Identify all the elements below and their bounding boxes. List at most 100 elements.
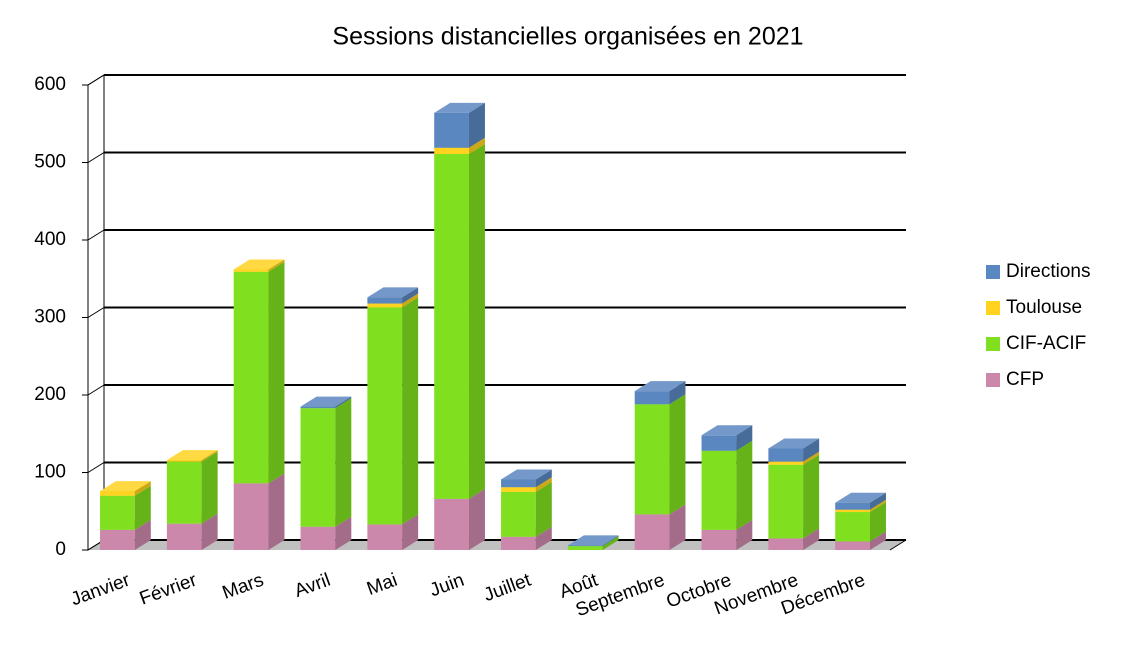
bar-side-shade: [669, 394, 686, 515]
bar: [100, 495, 135, 530]
y-tick-label: 100: [34, 462, 66, 483]
bar: [835, 541, 870, 550]
bar: [300, 526, 336, 550]
bar-side-shade: [803, 451, 820, 465]
x-tick-label: Juillet: [481, 569, 535, 606]
bar-side: [134, 481, 151, 496]
bar-side-shade: [335, 396, 352, 409]
legend-label: Toulouse: [1006, 297, 1082, 318]
bar-top-shade: [768, 438, 820, 449]
bar: [701, 529, 737, 550]
bar-top-shade: [100, 481, 151, 492]
bar-side: [535, 481, 552, 537]
bar-side: [803, 438, 820, 462]
bar-side: [869, 492, 886, 510]
bar-side: [468, 137, 485, 154]
bar-side: [134, 519, 151, 550]
x-axis: [889, 539, 907, 551]
bar-side-shade: [402, 514, 419, 550]
bar: [567, 546, 603, 550]
bar: [367, 524, 403, 550]
bar-side-shade: [602, 535, 619, 547]
bar: [233, 271, 269, 484]
bar-top-shade: [166, 450, 218, 461]
bar-side: [736, 425, 753, 451]
legend-label: Directions: [1006, 261, 1090, 282]
bar: [100, 529, 135, 550]
grid-line-side: [87, 74, 105, 86]
bar-top-shade: [567, 535, 619, 546]
x-tick-label: Mai: [364, 570, 400, 600]
bar-side-shade: [803, 454, 820, 539]
bar-side-shade: [602, 536, 619, 550]
bar-top-shade: [501, 469, 552, 480]
bar-side-shade: [535, 477, 552, 492]
bar-side-shade: [669, 504, 686, 550]
y-tick-label: 0: [55, 539, 66, 560]
bar-side-shade: [134, 485, 151, 530]
bar: [835, 512, 870, 542]
bar-side-shade: [201, 451, 218, 524]
bar-side: [335, 516, 352, 550]
y-tick-label: 200: [34, 384, 66, 405]
bar-side-shade: [402, 293, 419, 308]
bar-side-shade: [736, 519, 753, 550]
bar-top: [567, 535, 619, 546]
bar-side: [803, 454, 820, 539]
bar: [634, 514, 670, 550]
bar-side-shade: [803, 438, 820, 462]
bar: [701, 450, 737, 530]
bar-side: [669, 504, 686, 550]
bar: [768, 448, 804, 462]
bar-side: [468, 488, 485, 550]
bar-side: [535, 469, 552, 488]
bar-side-shade: [402, 297, 419, 525]
bar: [434, 112, 469, 148]
floor: [88, 540, 906, 550]
x-tick-label: Mars: [220, 570, 267, 604]
bar-side: [402, 297, 419, 525]
bar-side-shade: [201, 450, 218, 462]
bar: [300, 406, 336, 409]
bar-side-shade: [335, 516, 352, 550]
bar-side-shade: [535, 469, 552, 488]
grid-line-side: [87, 307, 105, 318]
bar-side-shade: [468, 102, 485, 148]
bar-top: [634, 381, 686, 392]
bar: [634, 404, 670, 515]
bar-side-shade: [468, 137, 485, 154]
bar-side-shade: [402, 287, 419, 304]
bar-side: [803, 528, 820, 550]
bar-top: [300, 396, 352, 407]
bar-side: [402, 514, 419, 550]
bar: [501, 487, 536, 492]
bar-side: [335, 398, 352, 527]
bar: [166, 461, 202, 524]
bar-side: [402, 287, 419, 304]
y-tick-label: 500: [34, 152, 66, 173]
bar-top: [367, 287, 419, 298]
bar-side-shade: [803, 528, 820, 550]
legend-label: CFP: [1006, 369, 1044, 390]
bar: [300, 408, 336, 527]
x-tick-label: Janvier: [68, 569, 133, 610]
bar: [367, 303, 403, 308]
bar-top: [701, 425, 753, 436]
bar-side: [335, 396, 352, 409]
bar-side: [402, 293, 419, 308]
bar-side: [134, 485, 151, 530]
bar-side-shade: [736, 425, 753, 451]
bar-top-shade: [233, 259, 285, 270]
bar-side-shade: [468, 143, 485, 499]
x-tick-label: Avril: [292, 570, 334, 602]
grid-line-side: [87, 462, 105, 473]
x-tick-label: Juin: [427, 570, 467, 602]
x-tick-label: Février: [137, 569, 200, 609]
bar: [233, 483, 269, 550]
bar-side: [736, 519, 753, 550]
bar: [501, 479, 536, 488]
bar-side-shade: [869, 492, 886, 510]
bar-top-shade: [701, 425, 753, 436]
bar-side-shade: [201, 513, 218, 550]
